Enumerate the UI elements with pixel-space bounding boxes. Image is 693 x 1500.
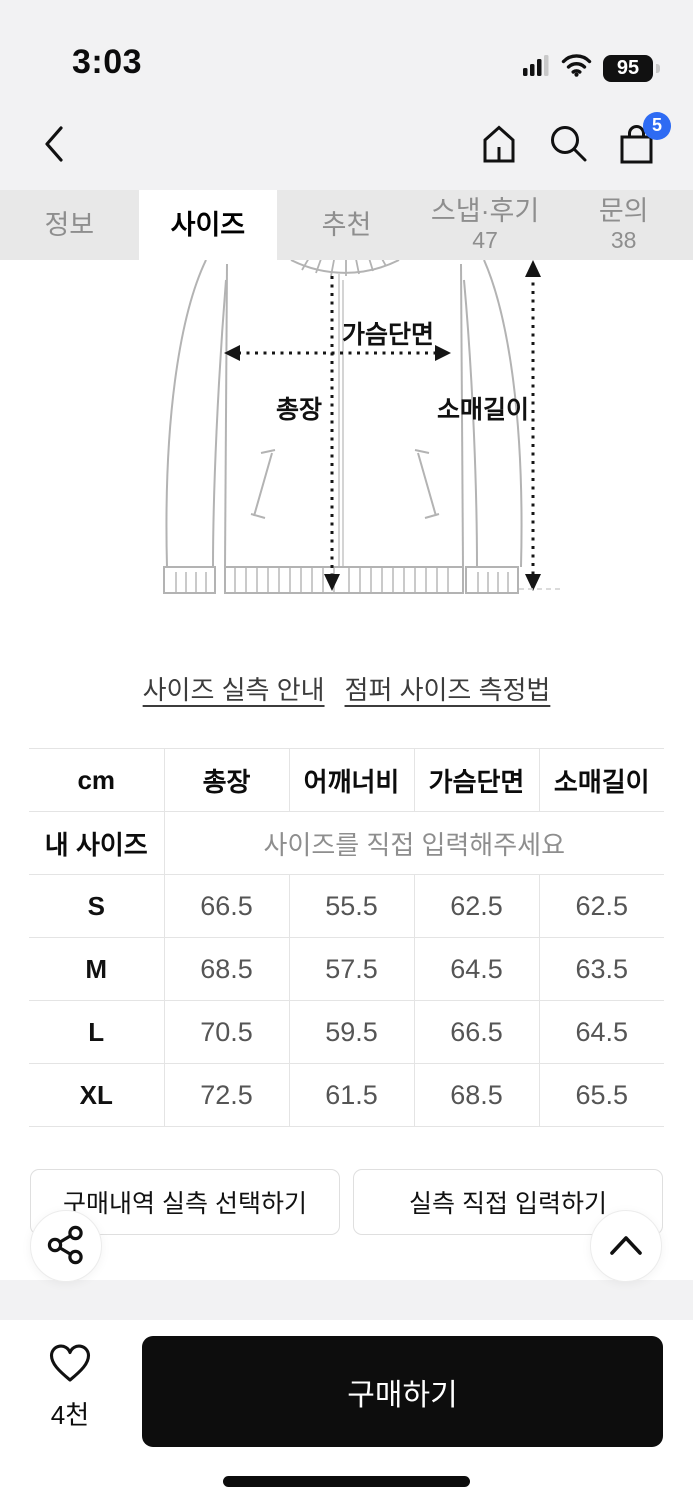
value-cell: 63.5 [538,937,664,1001]
size-measure-guide-link[interactable]: 사이즈 실측 안내 [142,675,325,705]
value-cell: 62.5 [413,874,539,938]
size-cell: XL [79,1079,113,1110]
tab-inquiry[interactable]: 문의 38 [554,190,693,260]
chest-measure-label: 가슴단면 [342,321,434,349]
value-cell: 57.5 [288,937,414,1001]
tab-count: 38 [610,227,637,253]
battery-indicator: 95 [603,54,660,82]
home-button[interactable] [479,123,519,168]
cart-button[interactable]: 5 [617,111,671,169]
cart-badge: 5 [643,111,671,140]
value-cell: 61.5 [288,1063,414,1127]
tab-size[interactable]: 사이즈 [138,190,278,260]
nav-actions: 5 [479,111,671,169]
value-cell: 64.5 [538,1000,664,1064]
status-bar: 3:03 95 [0,0,693,100]
value-cell: 66.5 [413,1000,539,1064]
status-icons: 95 [523,54,660,82]
measurement-actions: 구매내역 실측 선택하기 실측 직접 입력하기 [30,1169,663,1235]
size-cell: L [88,1016,105,1047]
jacket-measurement-diagram: 가슴단면 총장 소매길이 [163,260,562,594]
value-cell: 59.5 [288,1000,414,1064]
size-cell: S [87,890,105,921]
value-cell: 68.5 [163,937,289,1001]
buy-button[interactable]: 구매하기 [142,1336,663,1447]
value-cell: 72.5 [163,1063,289,1127]
col-header-chest: 가슴단면 [413,748,539,812]
my-size-row: 내 사이즈 사이즈를 직접 입력해주세요 [29,811,664,875]
value-cell: 68.5 [413,1063,539,1127]
like-count: 4천 [50,1400,90,1430]
select-purchase-measure-button[interactable]: 구매내역 실측 선택하기 [30,1169,340,1235]
size-table: cm 총장 어깨너비 가슴단면 소매길이 내 사이즈 사이즈를 직접 입력해주세… [29,748,664,1127]
table-row-l: L 70.5 59.5 66.5 64.5 [29,1000,664,1064]
status-time: 3:03 [72,43,143,81]
tab-count: 47 [472,227,498,253]
tab-snap-reviews[interactable]: 스냅·후기 47 [416,190,555,260]
value-cell: 65.5 [538,1063,664,1127]
table-row-s: S 66.5 55.5 62.5 62.5 [29,874,664,938]
nav-bar: 5 [0,100,693,190]
like-button[interactable]: 4천 [30,1320,110,1432]
table-row-xl: XL 72.5 61.5 68.5 65.5 [29,1063,664,1127]
my-size-input-prompt[interactable]: 사이즈를 직접 입력해주세요 [163,811,664,875]
col-header-shoulder: 어깨너비 [288,748,414,812]
size-table-header-row: cm 총장 어깨너비 가슴단면 소매길이 [29,748,664,812]
share-fab[interactable] [30,1210,102,1282]
size-cell: M [85,953,108,984]
chevron-left-icon [44,125,64,166]
col-header-sleeve: 소매길이 [538,748,664,812]
signal-icon [523,54,550,82]
scroll-to-top-fab[interactable] [590,1210,662,1282]
tab-info[interactable]: 정보 [0,190,139,260]
value-cell: 64.5 [413,937,539,1001]
unit-header-cell: cm [77,764,116,795]
col-header-length: 총장 [163,748,289,812]
shopping-bag-icon [617,122,657,169]
tab-label: 스냅·후기 [430,196,540,226]
product-tab-bar: 정보 사이즈 추천 스냅·후기 47 문의 38 [0,190,693,260]
home-indicator [223,1476,470,1487]
value-cell: 66.5 [163,874,289,938]
content-gap [0,1280,693,1320]
back-button[interactable] [44,125,64,166]
tab-recommend[interactable]: 추천 [277,190,416,260]
search-icon [547,123,589,168]
my-size-label: 내 사이즈 [44,829,148,860]
value-cell: 70.5 [163,1000,289,1064]
tab-label: 추천 [321,209,372,240]
bottom-purchase-bar: 4천 구매하기 [0,1320,693,1500]
heart-icon [48,1342,92,1387]
table-row-m: M 68.5 57.5 64.5 63.5 [29,937,664,1001]
tab-label: 정보 [44,209,95,240]
share-icon [45,1224,87,1269]
wifi-icon [561,54,592,82]
sleeve-measure-label: 소매길이 [437,396,529,424]
value-cell: 55.5 [288,874,414,938]
size-guide-links: 사이즈 실측 안내 점퍼 사이즈 측정법 [0,670,693,705]
home-icon [479,123,519,168]
tab-label: 문의 [598,196,649,226]
length-measure-label: 총장 [276,396,322,424]
tab-label: 사이즈 [170,209,246,240]
search-button[interactable] [547,123,589,168]
size-tab-content: 가슴단면 총장 소매길이 사이즈 실측 안내 점퍼 사이즈 측정법 cm 총장 … [0,260,693,1235]
jumper-measure-method-link[interactable]: 점퍼 사이즈 측정법 [344,675,551,705]
value-cell: 62.5 [538,874,664,938]
chevron-up-icon [608,1234,644,1259]
